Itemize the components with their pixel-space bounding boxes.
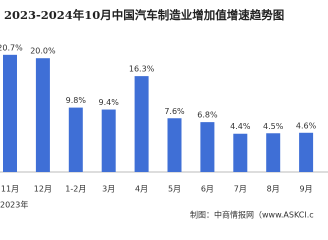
value-label: 7.6% — [164, 107, 185, 116]
bar — [101, 109, 116, 172]
x-tick-label: 12月 — [34, 185, 52, 194]
bar — [299, 132, 314, 172]
value-label: 4.4% — [230, 122, 251, 131]
x-tick-label: 6月 — [201, 185, 214, 194]
x-tick-label: 8月 — [267, 185, 280, 194]
bar — [68, 107, 83, 172]
bar — [3, 54, 17, 172]
value-label: 20.7% — [0, 43, 23, 52]
chart: 2023-2024年10月中国汽车制造业增加值增速趋势图 2023年 制图：中商… — [0, 8, 328, 220]
value-label: 20.0% — [30, 47, 56, 56]
bar — [200, 122, 215, 172]
bar — [35, 58, 50, 172]
x-tick-label: 7月 — [234, 185, 247, 194]
value-label: 9.4% — [99, 98, 120, 107]
x-tick-label: 11月 — [1, 185, 19, 194]
value-label: 16.3% — [129, 65, 155, 74]
source: 制图：中商情报网（www.ASKCI.c — [190, 210, 314, 220]
value-label: 4.6% — [296, 121, 317, 130]
x-tick-label: 9月 — [300, 185, 313, 194]
chart-title: 2023-2024年10月中国汽车制造业增加值增速趋势图 — [4, 8, 284, 22]
bar — [167, 118, 182, 172]
value-label: 9.8% — [66, 96, 87, 105]
value-label: 4.5% — [263, 122, 284, 131]
bar — [134, 76, 149, 172]
x-tick-label: 1-2月 — [65, 185, 86, 194]
year-label: 2023年 — [0, 200, 28, 210]
x-tick-label: 4月 — [135, 185, 148, 194]
bar — [233, 133, 248, 172]
value-label: 6.8% — [197, 111, 218, 120]
bar — [266, 133, 281, 172]
x-tick-label: 5月 — [168, 185, 181, 194]
x-tick-label: 3月 — [102, 185, 115, 194]
